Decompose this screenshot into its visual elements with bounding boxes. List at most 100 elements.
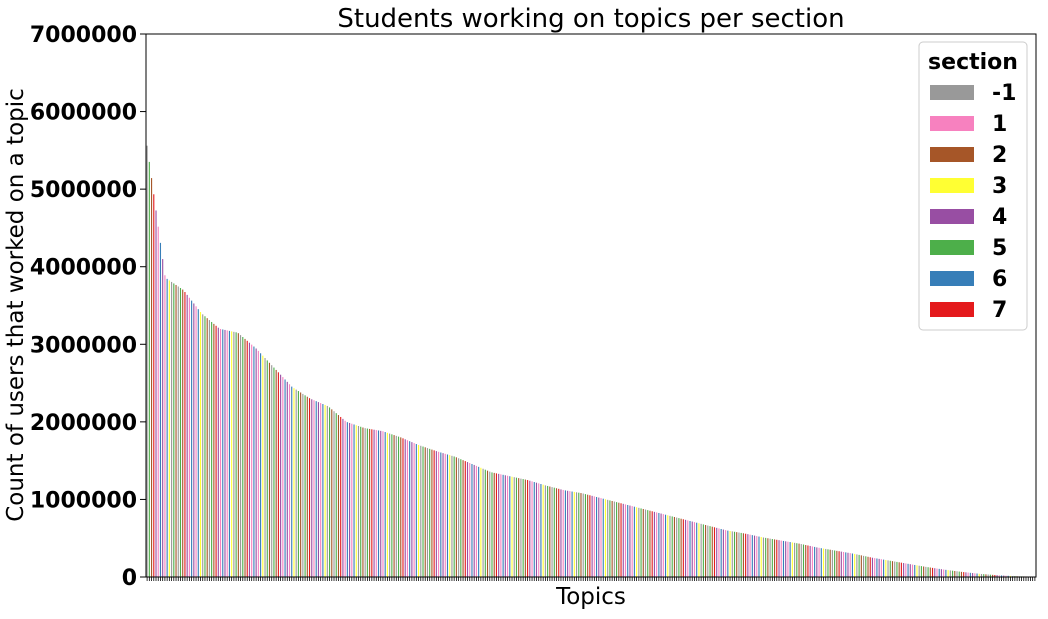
- bar: [520, 479, 521, 577]
- bar: [854, 554, 855, 577]
- bar: [580, 493, 581, 577]
- bar: [596, 497, 597, 577]
- bar: [411, 442, 412, 577]
- bar: [218, 328, 219, 577]
- bar: [863, 556, 864, 577]
- bar: [480, 468, 481, 577]
- bar: [511, 477, 512, 577]
- bar: [545, 485, 546, 577]
- bar: [845, 552, 846, 577]
- bar: [743, 533, 744, 577]
- bar: [572, 492, 573, 577]
- bar: [750, 535, 751, 577]
- bar: [454, 456, 455, 577]
- bar: [422, 447, 423, 577]
- bar: [801, 544, 802, 577]
- bar: [196, 306, 197, 577]
- bar: [483, 469, 484, 577]
- bar: [313, 400, 314, 577]
- bar: [247, 341, 248, 577]
- bar: [892, 561, 893, 577]
- bar: [770, 539, 771, 577]
- bar: [523, 479, 524, 577]
- bar: [594, 496, 595, 577]
- bar: [554, 488, 555, 577]
- bar: [598, 498, 599, 577]
- bar: [672, 516, 673, 577]
- bar: [956, 571, 957, 577]
- bar: [879, 559, 880, 577]
- bar: [391, 434, 392, 577]
- bar: [600, 498, 601, 577]
- bar: [738, 533, 739, 577]
- bar: [970, 573, 971, 577]
- bar: [200, 312, 201, 577]
- bar: [712, 527, 713, 577]
- y-tick-label: 2000000: [30, 411, 137, 436]
- bar: [169, 280, 170, 577]
- bar: [667, 515, 668, 577]
- bar: [460, 459, 461, 577]
- bar: [747, 534, 748, 577]
- bar: [843, 552, 844, 577]
- bar: [772, 539, 773, 577]
- bar: [489, 472, 490, 577]
- bar: [302, 394, 303, 577]
- bar: [494, 473, 495, 577]
- bar: [730, 531, 731, 577]
- bar: [890, 561, 891, 577]
- bar: [503, 475, 504, 577]
- bar: [603, 499, 604, 577]
- bar: [560, 489, 561, 577]
- bar: [311, 399, 312, 577]
- bar: [605, 499, 606, 577]
- bar: [527, 480, 528, 577]
- bar: [725, 530, 726, 577]
- bar: [734, 532, 735, 577]
- bar: [883, 560, 884, 577]
- bar: [458, 458, 459, 577]
- bar: [701, 524, 702, 577]
- bar: [794, 543, 795, 577]
- legend-swatch: [930, 302, 974, 317]
- bar: [620, 503, 621, 577]
- bar: [767, 538, 768, 577]
- bar: [440, 452, 441, 577]
- bar: [703, 524, 704, 577]
- bar: [574, 492, 575, 577]
- bar: [249, 343, 250, 577]
- bar: [151, 178, 152, 577]
- bar: [402, 438, 403, 577]
- bar: [914, 565, 915, 577]
- bar: [409, 441, 410, 577]
- bar: [589, 495, 590, 577]
- bar: [903, 563, 904, 577]
- bar: [705, 525, 706, 577]
- bar: [171, 282, 172, 577]
- bar: [224, 330, 225, 577]
- bar: [727, 531, 728, 577]
- bar: [578, 493, 579, 577]
- bar: [623, 504, 624, 577]
- bar: [847, 553, 848, 577]
- bar: [636, 507, 637, 577]
- bar: [916, 565, 917, 577]
- bar: [778, 540, 779, 577]
- bar: [273, 368, 274, 577]
- bar: [231, 331, 232, 577]
- bar: [227, 330, 228, 577]
- bar: [447, 454, 448, 577]
- bar: [612, 501, 613, 577]
- bar: [547, 486, 548, 577]
- legend-swatch: [930, 116, 974, 131]
- bar: [456, 457, 457, 577]
- bar: [309, 398, 310, 577]
- bar: [209, 320, 210, 577]
- bar: [567, 491, 568, 577]
- bar: [531, 481, 532, 577]
- bar: [320, 403, 321, 577]
- bar: [298, 391, 299, 577]
- bar: [609, 500, 610, 577]
- bar: [296, 390, 297, 577]
- bar: [331, 409, 332, 577]
